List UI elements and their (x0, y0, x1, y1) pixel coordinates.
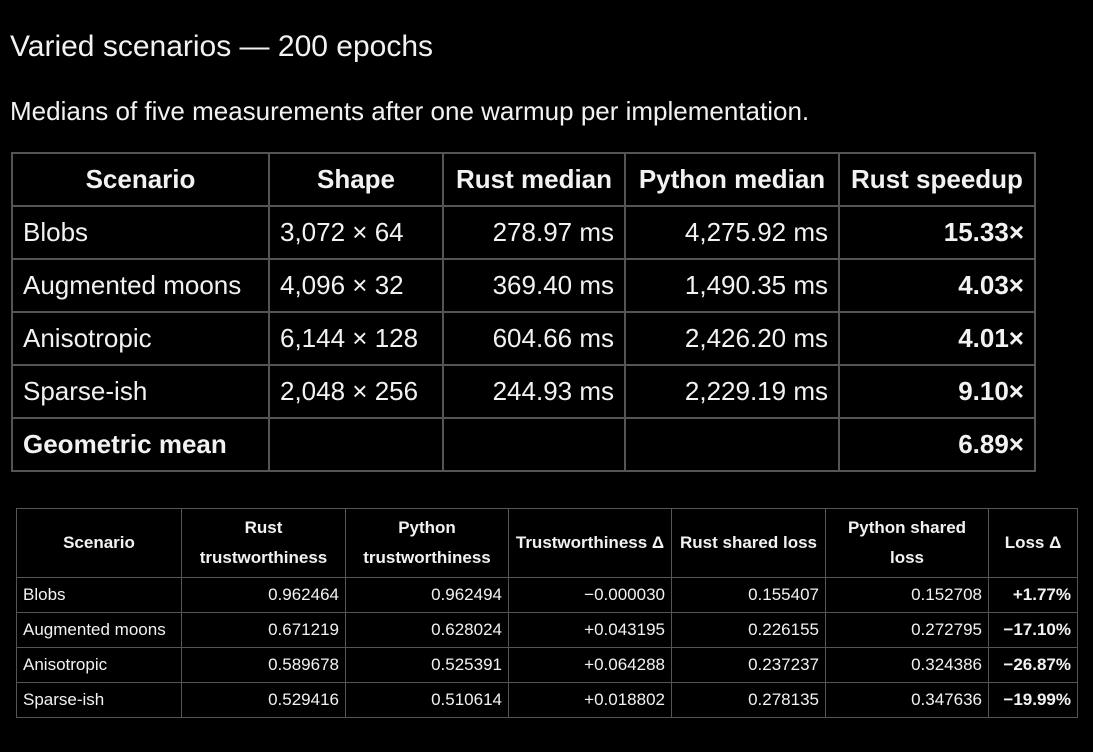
table-cell: 0.272795 (825, 612, 989, 648)
column-header: Rust median (442, 152, 626, 207)
table-row: Sparse-ish 0.529416 0.510614 +0.018802 0.278… (16, 682, 1078, 718)
column-header: Trustworthiness Δ (508, 508, 672, 578)
table-row: Augmented moons 0.671219 0.628024 +0.043195… (16, 612, 1078, 648)
table-cell: 0.529416 (181, 682, 346, 718)
table-cell: 2,048 × 256 (268, 364, 444, 419)
column-header: Rust shared loss (671, 508, 826, 578)
column-header: Python median (624, 152, 840, 207)
table-cell: 369.40 ms (442, 258, 626, 313)
table-cell: −19.99% (988, 682, 1078, 718)
speed-table: Scenario Shape Rust median Python median Rus… (11, 152, 1036, 472)
table-cell: 0.152708 (825, 577, 989, 613)
table-cell: Geometric mean (11, 417, 270, 472)
page-title: Varied scenarios — 200 epochs (10, 30, 434, 63)
table-cell (268, 417, 444, 472)
table-cell: +0.018802 (508, 682, 672, 718)
table-row: Blobs 3,072 × 64 278.97 ms 4,275.92 ms 15.33… (11, 205, 1036, 260)
header-row: Scenario Shape Rust median Python median Rus… (11, 152, 1036, 207)
table-cell: 0.155407 (671, 577, 826, 613)
table-cell: Sparse-ish (11, 364, 270, 419)
table-cell: Blobs (16, 577, 182, 613)
column-header: Shape (268, 152, 444, 207)
table-cell: 4.01× (838, 311, 1036, 366)
table-cell: Augmented moons (16, 612, 182, 648)
table-cell: 278.97 ms (442, 205, 626, 260)
quality-table: Scenario Rust trustworthiness Python trust… (16, 508, 1078, 718)
table-cell: 4,275.92 ms (624, 205, 840, 260)
table-cell: 2,426.20 ms (624, 311, 840, 366)
column-header: Python shared loss (825, 508, 989, 578)
table-cell: 0.962494 (345, 577, 509, 613)
table-cell: 0.671219 (181, 612, 346, 648)
table-cell: −0.000030 (508, 577, 672, 613)
table-cell: Augmented moons (11, 258, 270, 313)
table-cell: +0.043195 (508, 612, 672, 648)
table-cell: 4,096 × 32 (268, 258, 444, 313)
table-row: Geometric mean 6.89× (11, 417, 1036, 472)
table-row: Sparse-ish 2,048 × 256 244.93 ms 2,229.19 m… (11, 364, 1036, 419)
table-cell: 0.237237 (671, 647, 826, 683)
table-cell (442, 417, 626, 472)
table-cell: Sparse-ish (16, 682, 182, 718)
table-cell: −17.10% (988, 612, 1078, 648)
table-cell: 244.93 ms (442, 364, 626, 419)
table-cell: 0.962464 (181, 577, 346, 613)
table-row: Anisotropic 6,144 × 128 604.66 ms 2,426.20 … (11, 311, 1036, 366)
header-row: Scenario Rust trustworthiness Python trust… (16, 508, 1078, 578)
column-header: Rust trustworthiness (181, 508, 346, 578)
table-row: Augmented moons 4,096 × 32 369.40 ms 1,490.… (11, 258, 1036, 313)
table-cell: 9.10× (838, 364, 1036, 419)
subtitle: Medians of five measurements after one w… (10, 96, 810, 126)
column-header: Scenario (11, 152, 270, 207)
table-cell: 0.278135 (671, 682, 826, 718)
table-cell: Anisotropic (11, 311, 270, 366)
table-cell: Blobs (11, 205, 270, 260)
table-cell: 3,072 × 64 (268, 205, 444, 260)
table-cell: 0.589678 (181, 647, 346, 683)
table-cell: 0.510614 (345, 682, 509, 718)
table-cell: 0.226155 (671, 612, 826, 648)
table-row: Anisotropic 0.589678 0.525391 +0.064288 0.23… (16, 647, 1078, 683)
table-cell: +0.064288 (508, 647, 672, 683)
table-cell: 604.66 ms (442, 311, 626, 366)
table-cell: 1,490.35 ms (624, 258, 840, 313)
table-cell: 0.628024 (345, 612, 509, 648)
column-header: Python trustworthiness (345, 508, 509, 578)
table-row: Blobs 0.962464 0.962494 −0.000030 0.155407 0.… (16, 577, 1078, 613)
table-cell: 15.33× (838, 205, 1036, 260)
table-cell: +1.77% (988, 577, 1078, 613)
table-cell: −26.87% (988, 647, 1078, 683)
table-cell: 0.324386 (825, 647, 989, 683)
table-cell: 6.89× (838, 417, 1036, 472)
table-cell: 6,144 × 128 (268, 311, 444, 366)
column-header: Loss Δ (988, 508, 1078, 578)
table-cell: 0.525391 (345, 647, 509, 683)
table-cell: 4.03× (838, 258, 1036, 313)
table-cell: 0.347636 (825, 682, 989, 718)
table-cell: 2,229.19 ms (624, 364, 840, 419)
table-cell (624, 417, 840, 472)
column-header: Scenario (16, 508, 182, 578)
column-header: Rust speedup (838, 152, 1036, 207)
table-cell: Anisotropic (16, 647, 182, 683)
